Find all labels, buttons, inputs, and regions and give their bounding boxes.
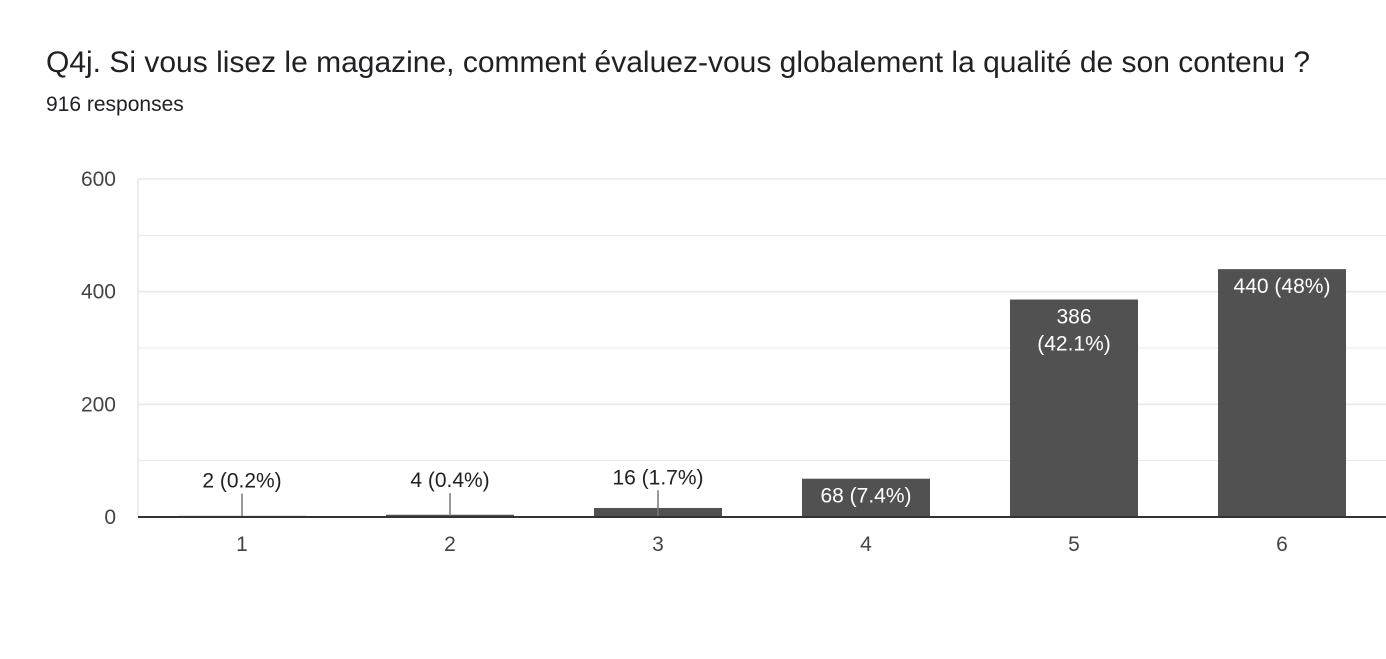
x-tick-label: 6 bbox=[1276, 533, 1288, 556]
data-label: 2 (0.2%) bbox=[202, 470, 281, 493]
bar-4 bbox=[802, 478, 930, 517]
y-tick-label: 400 bbox=[81, 281, 116, 304]
x-tick-label: 3 bbox=[652, 533, 664, 556]
x-tick-label: 2 bbox=[444, 533, 456, 556]
y-tick-label: 200 bbox=[81, 393, 116, 416]
data-label: 4 (0.4%) bbox=[410, 469, 489, 492]
bar-6 bbox=[1218, 269, 1346, 517]
x-tick-label: 4 bbox=[860, 533, 872, 556]
response-count: 916 responses bbox=[46, 93, 184, 116]
y-tick-label: 600 bbox=[81, 168, 116, 191]
x-tick-label: 5 bbox=[1068, 533, 1080, 556]
data-label: 16 (1.7%) bbox=[612, 466, 703, 489]
bar-5 bbox=[1010, 299, 1138, 517]
chart-title: Q4j. Si vous lisez le magazine, comment … bbox=[46, 46, 1311, 79]
data-label: 440 (48%) bbox=[1234, 275, 1331, 298]
data-label: 68 (7.4%) bbox=[820, 485, 911, 508]
x-tick-label: 1 bbox=[236, 533, 248, 556]
data-label: (42.1%) bbox=[1037, 333, 1111, 356]
y-tick-label: 0 bbox=[104, 506, 116, 529]
data-label: 386 bbox=[1056, 306, 1091, 329]
